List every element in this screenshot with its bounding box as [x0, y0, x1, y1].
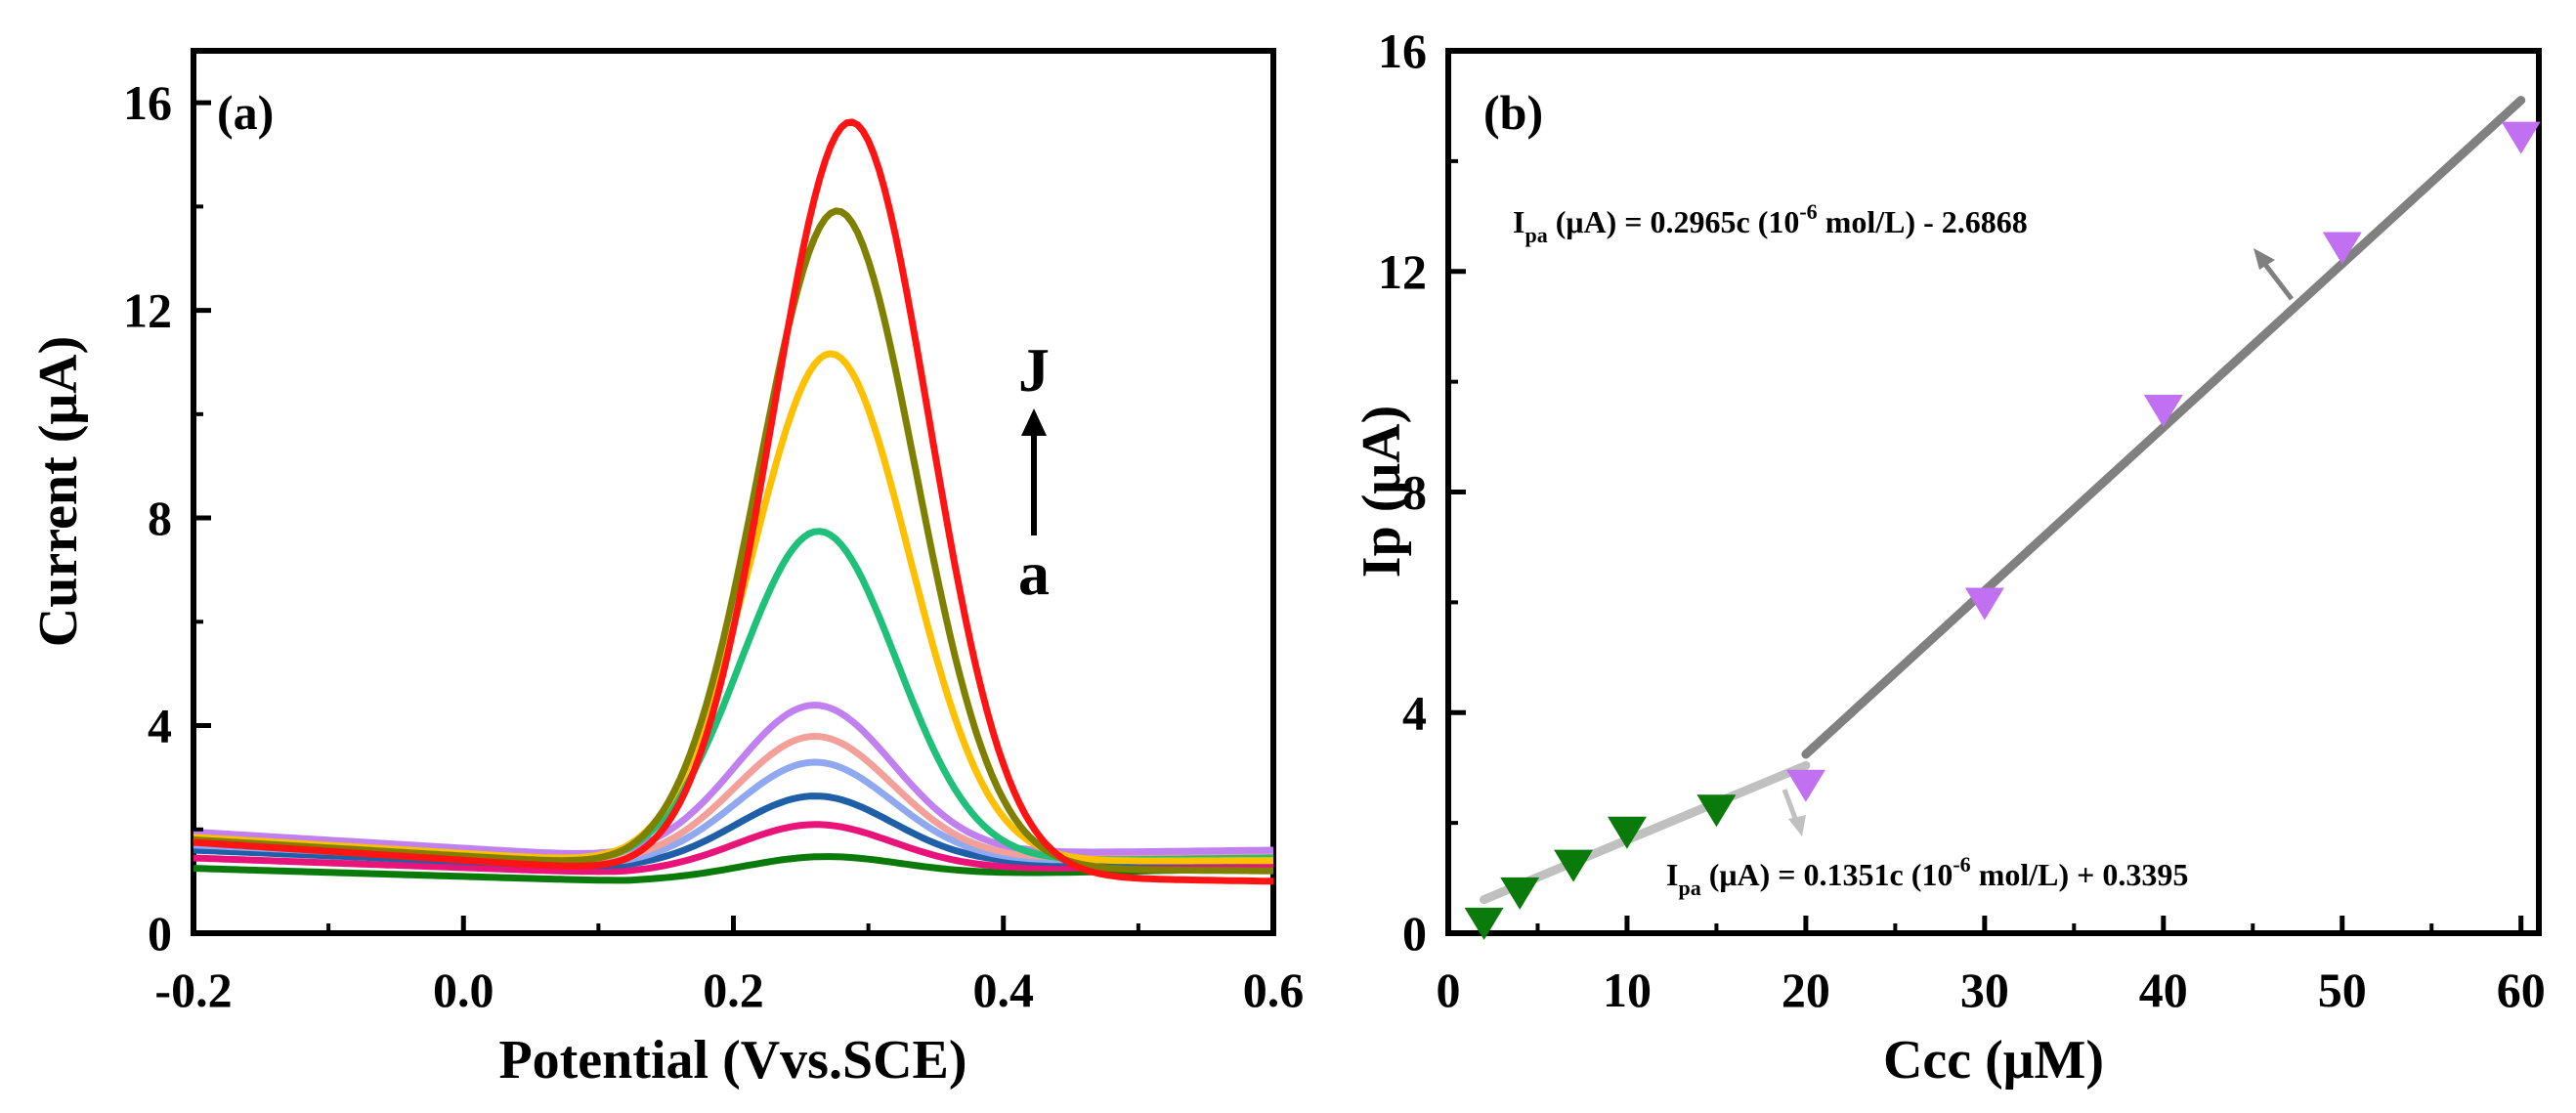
panel-b-y-tick-label: 16 [1378, 23, 1427, 78]
panel-a-y-tick-label: 12 [123, 283, 172, 338]
panel-a-y-tick-label: 0 [148, 906, 172, 961]
panel-b-points [1464, 121, 2541, 940]
panel-a-x-tick-label: 0.0 [433, 963, 494, 1017]
eq-low-pointer-shaft [1782, 789, 1799, 822]
data-point-high [1785, 769, 1825, 802]
panel-b-y-tick-label: 0 [1402, 906, 1427, 961]
panel-a-x-tick-label: 0.2 [703, 963, 764, 1017]
panel-a-x-tick-label: 0.4 [973, 963, 1035, 1017]
eq-low-suffix: mol/L) + 0.3395 [1971, 857, 2189, 892]
panel-b-y-tick-label: 8 [1402, 465, 1427, 520]
panel-a-y-tick-label: 8 [148, 491, 172, 545]
panel-b-x-title: Ccc (μM) [1883, 1030, 2104, 1091]
cv-curve-J [193, 118, 1274, 885]
panel-b-x-tick-label: 30 [1960, 963, 2009, 1017]
panel-b-x-tick-label: 40 [2139, 963, 2188, 1017]
data-point-high [2501, 121, 2541, 154]
panel-b-x-tick-label: 0 [1437, 963, 1461, 1017]
panel-b-frame [1445, 48, 2542, 936]
data-point-low [1696, 794, 1737, 828]
panel-a-x-title: Potential (Vvs.SCE) [498, 1030, 966, 1091]
eq-high-sup: -6 [1799, 199, 1817, 224]
eq-high-pointer-head [2254, 248, 2275, 270]
eq-high-prefix: I [1513, 204, 1524, 239]
panel-b-label: (b) [1483, 85, 1543, 140]
data-point-high [1964, 587, 2004, 621]
eq-high-sub: pa [1524, 223, 1547, 247]
panel-a-label: (a) [217, 85, 274, 140]
equation-low-range: Ipa (μA) = 0.1351c (10-6 mol/L) + 0.3395 [1666, 852, 2188, 900]
panel-b-fit-lines [1480, 96, 2526, 905]
eq-low-middle: (μA) = 0.1351c (10 [1701, 857, 1953, 892]
data-point-high [2322, 232, 2362, 265]
eq-high-middle: (μA) = 0.2965c (10 [1548, 204, 1800, 239]
eq-low-pointer-head [1788, 815, 1806, 836]
eq-high-pointer-shaft [2261, 260, 2294, 301]
data-point-low [1464, 907, 1504, 940]
fit-line-low [1480, 760, 1811, 905]
panel-a-curves [193, 118, 1274, 885]
panel-a-cv-plot: -0.2 0.0 0.2 0.4 0.6 0 4 8 12 16 (a) Potential (V… [28, 48, 1304, 1091]
cv-curve-f [193, 702, 1274, 857]
annotation-series-j: J [1018, 335, 1050, 405]
panel-b-calibration-plot: 0 10 20 30 40 50 60 0 4 8 12 16 (b) Ccc (μM) Ip (μA… [1352, 23, 2546, 1091]
fit-line-high [1801, 96, 2526, 759]
annotation-arrow-head [1021, 408, 1047, 436]
data-point-low [1607, 816, 1647, 849]
panel-a-ticks: -0.2 0.0 0.2 0.4 0.6 0 4 8 12 16 [123, 75, 1304, 1017]
panel-a-x-tick-label: 0.6 [1243, 963, 1305, 1017]
panel-a-y-tick-label: 16 [123, 75, 172, 130]
cv-curve-i [193, 207, 1274, 875]
panel-b-x-tick-label: 50 [2318, 963, 2367, 1017]
panel-b-y-tick-label: 12 [1378, 244, 1427, 299]
panel-b-x-tick-label: 20 [1782, 963, 1830, 1017]
eq-high-suffix: mol/L) - 2.6868 [1818, 204, 2028, 239]
panel-a-y-tick-label: 4 [148, 699, 172, 753]
annotation-series-a: a [1018, 538, 1050, 608]
data-point-low [1554, 849, 1594, 882]
panel-b-y-title: Ip (μA) [1352, 406, 1412, 578]
panel-b-ticks: 0 10 20 30 40 50 60 0 4 8 12 16 [1378, 23, 2546, 1017]
panel-a-y-title: Current (μA) [28, 336, 89, 647]
data-point-high [2143, 395, 2183, 428]
panel-b-x-tick-label: 60 [2497, 963, 2546, 1017]
eq-low-sub: pa [1678, 876, 1700, 900]
eq-low-sup: -6 [1953, 852, 1970, 877]
data-point-low [1500, 877, 1540, 910]
panel-a-x-tick-label: -0.2 [154, 963, 232, 1017]
equation-high-range: Ipa (μA) = 0.2965c (10-6 mol/L) - 2.6868 [1513, 199, 2028, 247]
panel-b-y-tick-label: 4 [1402, 685, 1427, 740]
eq-low-prefix: I [1666, 857, 1678, 892]
panel-b-x-tick-label: 10 [1603, 963, 1652, 1017]
